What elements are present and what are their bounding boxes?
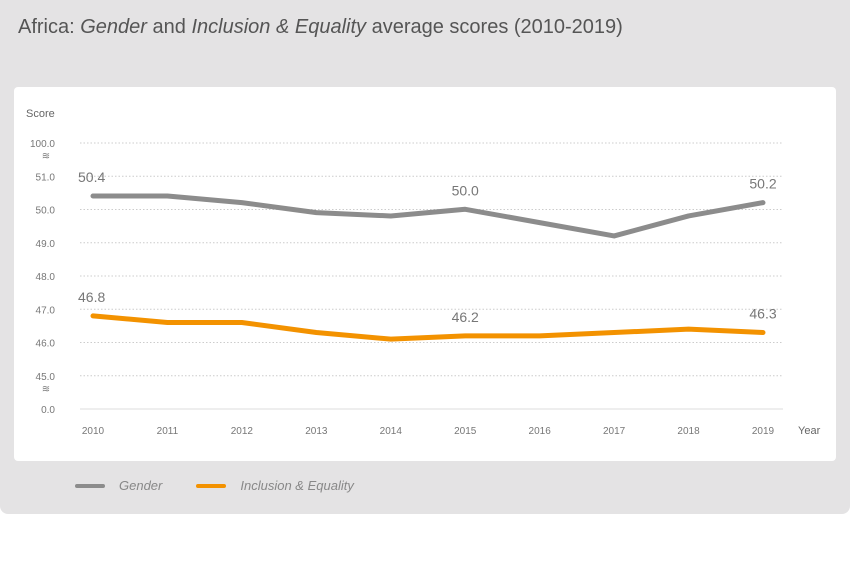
legend-swatch-inclusion xyxy=(196,483,227,488)
title-and: and xyxy=(152,16,186,38)
title-rest: average scores (2010-2019) xyxy=(371,16,623,38)
legend-item-inclusion: Inclusion & Equality xyxy=(196,478,354,493)
y-tick-label: 46.0 xyxy=(36,339,56,350)
x-tick-label: 2017 xyxy=(603,426,626,437)
y-tick-label: 50.0 xyxy=(36,206,56,217)
legend-item-gender: Gender xyxy=(75,478,162,493)
x-tick-label: 2012 xyxy=(231,426,254,437)
x-tick-label: 2011 xyxy=(157,426,179,437)
x-tick-label: 2018 xyxy=(677,426,700,437)
data-label: 50.2 xyxy=(749,176,776,192)
x-tick-label: 2019 xyxy=(752,426,775,437)
data-label: 50.4 xyxy=(78,169,105,185)
legend-swatch-gender xyxy=(75,483,105,488)
y-tick-label: 45.0 xyxy=(36,372,56,383)
data-label: 46.8 xyxy=(78,289,105,305)
x-tick-label: 2010 xyxy=(82,426,105,437)
series-line-inclusion xyxy=(90,313,766,342)
series-line-gender xyxy=(90,193,766,239)
y-tick-label: 48.0 xyxy=(36,272,56,283)
legend-label: Inclusion & Equality xyxy=(240,478,354,493)
y-tick-label: 47.0 xyxy=(36,305,56,316)
title-series-2: Inclusion & Equality xyxy=(191,16,367,38)
chart-title: Africa: Gender and Inclusion & Equality … xyxy=(18,16,623,39)
y-tick-label: 100.0 xyxy=(30,139,55,150)
data-label: 46.2 xyxy=(452,309,479,325)
x-axis-title: Year xyxy=(798,425,821,437)
data-label: 50.0 xyxy=(452,182,479,198)
line-chart: Score Year 100.0 51.0 50.0 49.0 48.0 47.0 46.0 45… xyxy=(26,108,821,437)
plot-card xyxy=(14,87,836,461)
title-region: Africa: xyxy=(18,16,75,38)
legend-label: Gender xyxy=(119,478,163,493)
legend: Gender Inclusion & Equality xyxy=(75,478,388,493)
y-axis-title: Score xyxy=(26,108,55,120)
x-tick-label: 2013 xyxy=(305,426,328,437)
title-series-1: Gender xyxy=(80,16,147,38)
y-tick-label: 0.0 xyxy=(41,405,55,416)
x-tick-label: 2014 xyxy=(380,426,403,437)
x-tick-label: 2016 xyxy=(529,426,552,437)
x-tick-label: 2015 xyxy=(454,426,477,437)
chart-frame: Africa: Gender and Inclusion & Equality … xyxy=(0,0,850,514)
axis-break-icon: ≋ xyxy=(42,384,50,395)
axis-break-icon: ≋ xyxy=(42,151,50,162)
y-tick-label: 51.0 xyxy=(36,172,56,183)
data-label: 46.3 xyxy=(749,306,776,322)
y-tick-label: 49.0 xyxy=(36,239,56,250)
